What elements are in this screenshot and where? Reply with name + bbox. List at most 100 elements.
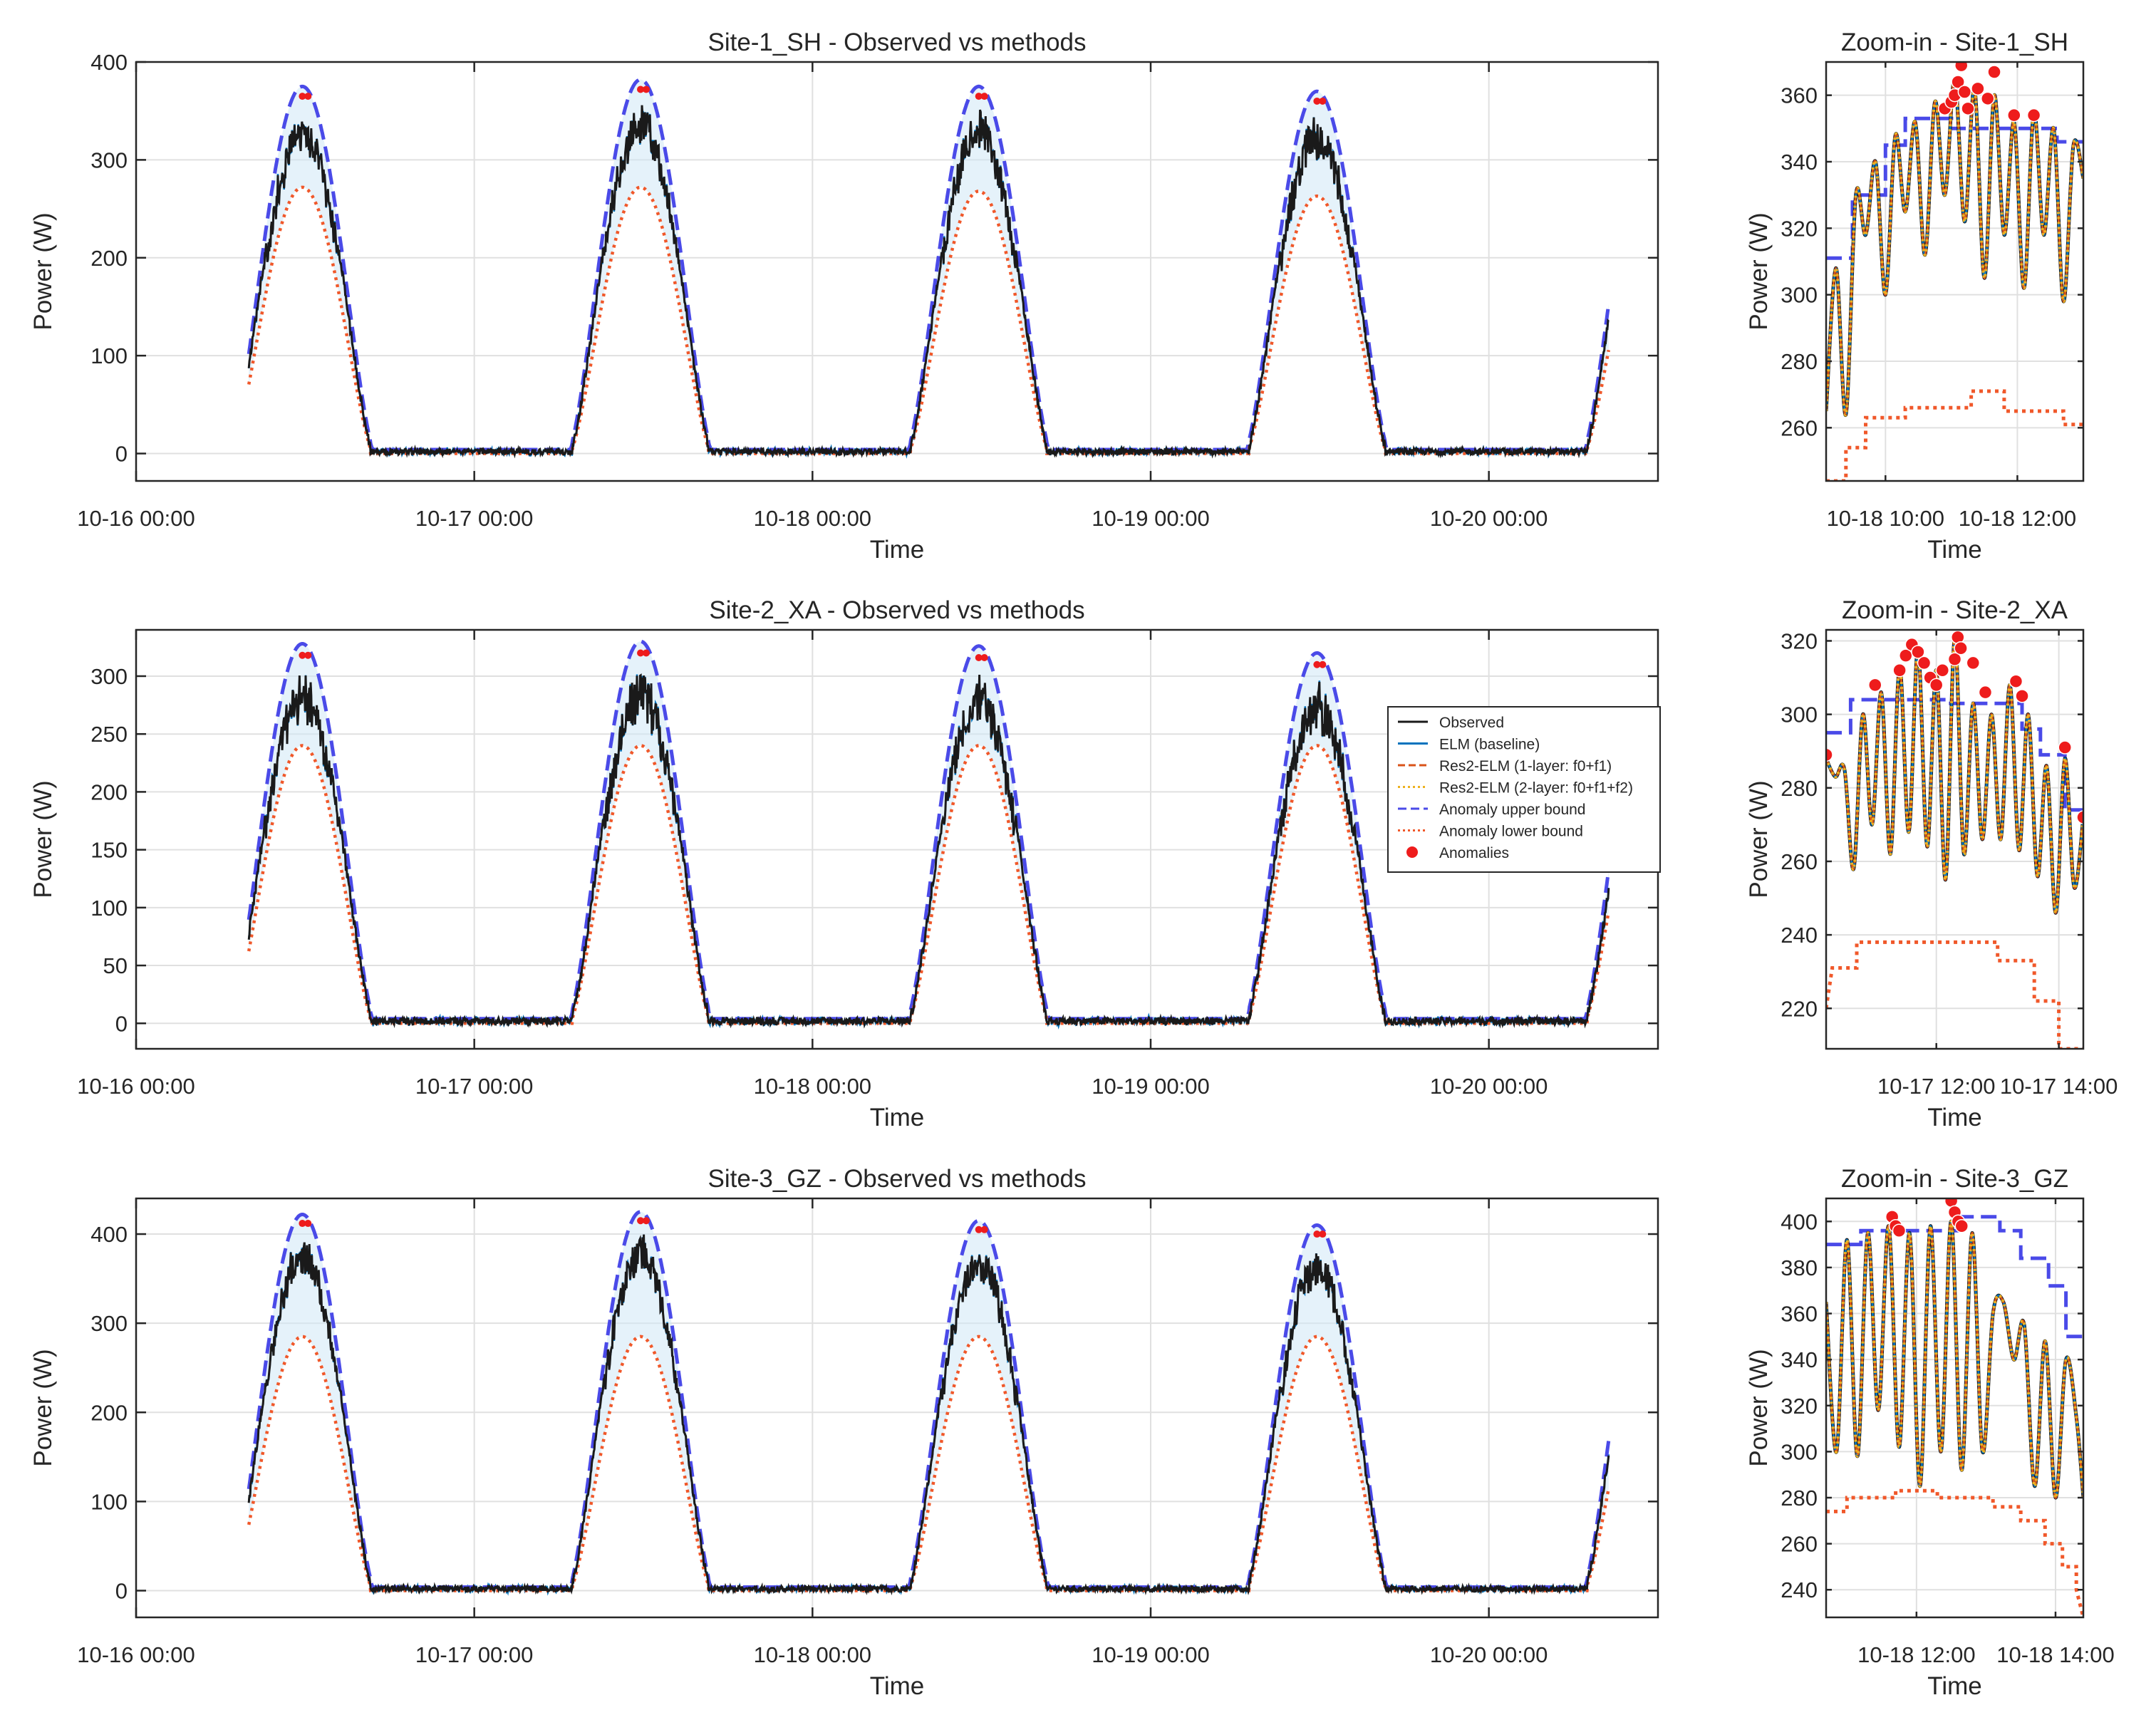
y-tick-label: 360 [1781,83,1818,108]
y-axis-label: Power (W) [29,780,57,898]
y-tick-label: 50 [103,953,128,978]
series-group [247,639,1611,1030]
y-tick-label: 340 [1781,150,1818,175]
anomaly-point [975,653,983,661]
x-tick-label: 10-20 00:00 [1430,1642,1548,1667]
y-tick-label: 240 [1781,1577,1818,1602]
y-tick-label: 200 [90,246,128,271]
anomaly-point [2076,810,2083,824]
anomaly-point [1987,65,2001,79]
axes-frame [1825,61,2085,482]
series-anomaly-upper-bound [1826,698,2083,812]
x-axis-label: Time [870,536,924,564]
y-tick-label: 260 [1781,1532,1818,1557]
chart-zoom2: 10-17 12:00 10-17 14:00 220 240 260 280 300 320… [1745,596,2118,1131]
chart-title: Zoom-in - Site-1_SH [1841,28,2068,56]
chart-title: Site-1_SH - Observed vs methods [708,28,1086,56]
plot-area [136,1198,1658,1617]
y-tick-label: 300 [90,664,128,689]
anomaly-point [1954,641,1968,656]
anomaly-point [2015,689,2029,703]
y-axis-label: Power (W) [29,212,57,330]
y-tick-label: 280 [1781,349,1818,374]
anomaly-point [980,1226,988,1233]
anomaly-band [249,1211,1609,1591]
anomaly-point [642,649,650,657]
anomaly-point [637,649,645,657]
x-tick-label: 10-18 00:00 [754,1074,871,1099]
anomaly-point [1944,1198,1959,1208]
anomaly-point [1319,97,1327,105]
anomaly-point [1978,685,1993,700]
y-tick-label: 200 [90,1400,128,1425]
anomaly-point [1929,678,1944,693]
legend-label: Res2-ELM (1-layer: f0+f1) [1439,758,1612,774]
anomaly-point [1935,663,1950,678]
y-axis-label: Power (W) [1745,212,1773,330]
y-tick-label: 100 [90,343,128,368]
series-res2-elm-2-layer [1826,1220,2083,1500]
y-tick-label: 0 [115,442,128,467]
x-tick-label: 10-18 12:00 [1959,506,2076,531]
x-tick-label: 10-17 12:00 [1877,1074,1995,1099]
plot-area [1826,630,2083,1049]
anomaly-point [1319,660,1327,668]
y-tick-label: 100 [90,1489,128,1514]
y-tick-label: 250 [90,722,128,747]
anomaly-point [1951,75,1965,89]
chart-title: Zoom-in - Site-3_GZ [1841,1165,2068,1193]
x-tick-label: 10-19 00:00 [1092,1642,1209,1667]
x-tick-label: 10-18 14:00 [1996,1642,2114,1667]
y-tick-label: 380 [1781,1255,1818,1280]
y-tick-label: 340 [1781,1347,1818,1372]
anomaly-point [1911,645,1925,659]
anomaly-point [1954,62,1969,73]
series-group [247,78,1611,459]
series-group [1826,630,2083,1049]
x-axis-label: Time [870,1672,924,1700]
axes-frame [1825,628,2085,1050]
x-tick-label: 10-19 00:00 [1092,506,1209,531]
chart-site3: 10-16 00:00 10-17 00:00 10-18 00:00 10-19 0… [29,1165,1659,1700]
anomaly-point [299,93,306,100]
anomaly-point [975,1226,983,1233]
x-axis-label: Time [1927,1672,1981,1700]
x-tick-label: 10-18 12:00 [1857,1642,1975,1667]
legend-label: Anomalies [1439,845,1509,861]
chart-site2: 10-16 00:00 10-17 00:00 10-18 00:00 10-19 0… [29,596,1659,1131]
legend: Observed ELM (baseline) Res2-ELM (1-layer:… [1387,706,1661,873]
y-tick-label: 100 [90,896,128,921]
legend-box [1387,706,1661,873]
series-observed [247,673,1610,1029]
x-tick-label: 10-20 00:00 [1430,506,1548,531]
anomaly-point [2058,740,2072,755]
anomaly-point [1957,85,1972,99]
x-axis-label: Time [870,1104,924,1131]
y-tick-label: 320 [1781,216,1818,241]
y-axis-label: Power (W) [1745,1349,1773,1466]
series-anomaly-upper-bound [247,639,1611,1021]
series-anomaly-upper-bound [1826,1215,2083,1339]
chart-zoom3: 10-18 12:00 10-18 14:00 240 260 280 300 320 340… [1745,1165,2115,1700]
x-tick-label: 10-17 00:00 [415,1074,533,1099]
y-tick-label: 220 [1781,996,1818,1021]
x-tick-label: 10-18 00:00 [754,1642,871,1667]
anomaly-point [1313,660,1321,668]
x-tick-label: 10-16 00:00 [77,1074,195,1099]
legend-marker [1406,846,1418,858]
anomaly-point [299,651,306,659]
anomaly-point [304,1220,312,1228]
y-tick-label: 260 [1781,849,1818,874]
series-anomaly-lower-bound [247,185,1611,455]
y-tick-label: 150 [90,838,128,863]
y-tick-label: 400 [90,50,128,75]
anomaly-point [1981,91,1995,106]
anomaly-point [642,86,650,93]
anomaly-point [642,1217,650,1225]
anomaly-point [2009,674,2023,688]
anomaly-band [249,79,1609,454]
y-tick-label: 360 [1781,1302,1818,1327]
y-tick-label: 200 [90,779,128,804]
axes-frame [135,61,1659,482]
anomaly-point [1892,663,1907,678]
